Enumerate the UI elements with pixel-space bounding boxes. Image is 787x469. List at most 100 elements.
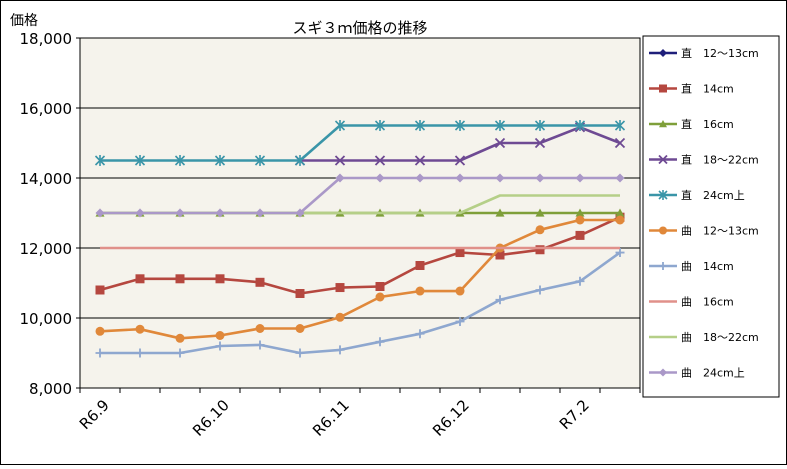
legend-label: 曲 12～13cm bbox=[681, 225, 759, 238]
data-point bbox=[175, 333, 185, 343]
data-point bbox=[455, 248, 465, 258]
data-point bbox=[495, 250, 505, 260]
data-point bbox=[95, 348, 105, 358]
data-point bbox=[295, 208, 305, 218]
data-point bbox=[255, 340, 265, 350]
series-1 bbox=[95, 212, 625, 298]
data-point bbox=[415, 329, 425, 339]
legend-label: 曲 24cm上 bbox=[681, 367, 745, 380]
legend-label: 直 14cm bbox=[681, 82, 734, 96]
data-point bbox=[535, 225, 545, 235]
series-line bbox=[99, 218, 620, 340]
data-point bbox=[375, 282, 385, 291]
legend-item-2: 直 16cm bbox=[649, 117, 734, 131]
series-line bbox=[100, 124, 620, 162]
data-point bbox=[174, 155, 186, 166]
data-point bbox=[374, 120, 386, 131]
legend-label: 曲 14cm bbox=[681, 260, 734, 273]
data-point bbox=[215, 341, 225, 351]
data-point bbox=[659, 226, 667, 235]
data-point bbox=[215, 331, 225, 340]
data-point bbox=[575, 173, 585, 183]
data-point bbox=[135, 274, 145, 284]
data-point bbox=[659, 120, 667, 128]
y-tick-label: 10,000 bbox=[20, 310, 73, 328]
series-6 bbox=[95, 248, 625, 358]
data-point bbox=[615, 208, 625, 217]
legend-label: 直 12～13cm bbox=[681, 46, 759, 60]
data-point bbox=[175, 348, 185, 358]
data-point bbox=[335, 173, 345, 183]
data-point bbox=[334, 155, 346, 166]
data-point bbox=[214, 155, 226, 166]
data-point bbox=[294, 155, 306, 166]
data-point bbox=[454, 120, 466, 131]
data-point bbox=[374, 155, 386, 166]
data-point bbox=[215, 274, 225, 284]
data-point bbox=[295, 348, 305, 358]
data-point bbox=[295, 289, 305, 298]
data-point bbox=[494, 137, 506, 149]
data-point bbox=[615, 173, 625, 183]
y-tick-label: 14,000 bbox=[20, 170, 73, 188]
legend-label: 直 18～22cm bbox=[681, 153, 759, 167]
data-point bbox=[658, 154, 668, 165]
legend-item-6: 曲 14cm bbox=[649, 260, 734, 273]
data-point bbox=[495, 295, 505, 305]
data-point bbox=[255, 208, 265, 218]
series-9 bbox=[95, 173, 625, 218]
data-point bbox=[659, 262, 667, 270]
series-line bbox=[100, 176, 620, 215]
data-point bbox=[135, 348, 145, 358]
legend-item-3: 直 18～22cm bbox=[649, 153, 759, 167]
data-point bbox=[375, 292, 385, 302]
chart-title: スギ３ｍ価格の推移 bbox=[292, 19, 427, 37]
data-point bbox=[614, 137, 626, 149]
data-point bbox=[535, 173, 545, 183]
legend-label: 曲 18～22cm bbox=[681, 331, 759, 344]
data-point bbox=[615, 215, 625, 225]
legend-label: 直 16cm bbox=[681, 117, 734, 131]
data-point bbox=[575, 208, 585, 217]
data-point bbox=[414, 155, 426, 166]
y-tick-label: 12,000 bbox=[20, 240, 73, 258]
data-point bbox=[455, 173, 465, 183]
data-point bbox=[375, 173, 385, 183]
legend-label: 直 24cm上 bbox=[681, 188, 745, 202]
series-line bbox=[99, 216, 621, 295]
data-point bbox=[455, 317, 465, 326]
data-point bbox=[175, 208, 185, 218]
y-tick-label: 16,000 bbox=[20, 100, 73, 118]
data-point bbox=[575, 215, 585, 225]
data-point bbox=[534, 120, 546, 131]
series-line bbox=[100, 251, 621, 355]
data-point bbox=[415, 173, 425, 183]
data-point bbox=[375, 337, 385, 347]
y-tick-label: 18,000 bbox=[20, 30, 73, 48]
data-point bbox=[94, 155, 106, 166]
legend-item-1: 直 14cm bbox=[649, 82, 734, 96]
data-point bbox=[335, 312, 345, 322]
legend-item-7: 曲 16cm bbox=[649, 296, 734, 309]
data-point bbox=[454, 155, 466, 166]
data-point bbox=[574, 120, 586, 131]
series-5 bbox=[95, 215, 625, 343]
data-point bbox=[659, 368, 667, 377]
data-point bbox=[575, 276, 585, 286]
data-point bbox=[615, 248, 625, 258]
data-point bbox=[658, 190, 668, 200]
data-point bbox=[255, 277, 265, 287]
data-point bbox=[95, 285, 105, 295]
legend-item-4: 直 24cm上 bbox=[649, 188, 745, 202]
data-point bbox=[135, 208, 145, 218]
y-tick-label: 8,000 bbox=[29, 380, 72, 398]
legend-item-9: 曲 24cm上 bbox=[649, 367, 745, 380]
data-point bbox=[95, 208, 105, 218]
data-point bbox=[495, 208, 505, 217]
series-4 bbox=[94, 120, 626, 166]
data-point bbox=[494, 120, 506, 131]
